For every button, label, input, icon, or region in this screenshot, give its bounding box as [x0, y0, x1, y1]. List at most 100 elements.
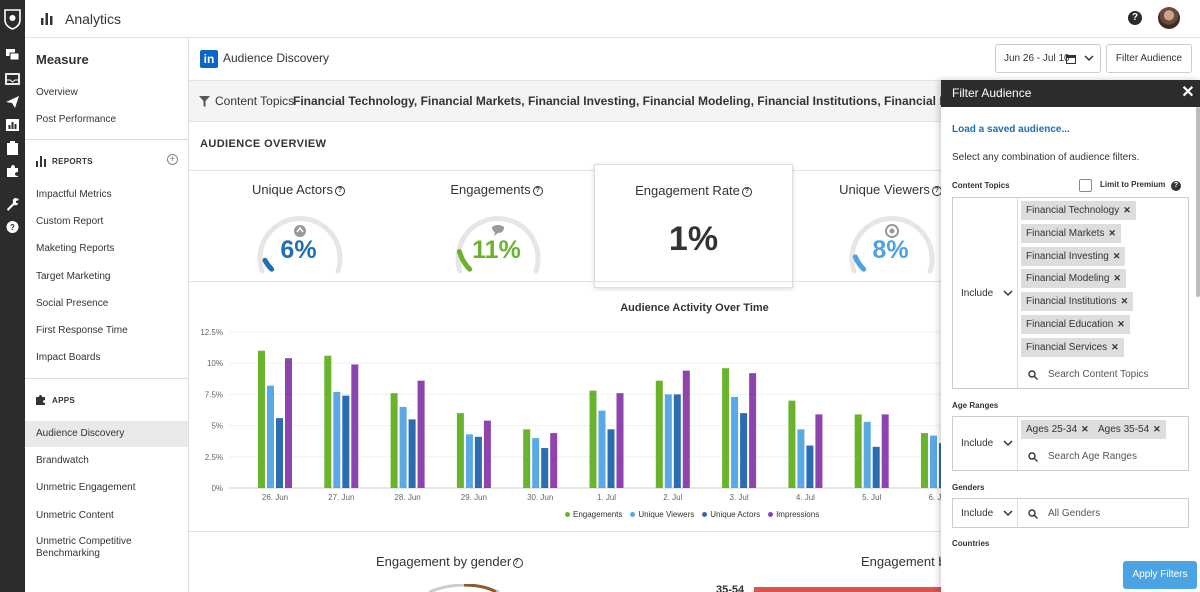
add-report-icon[interactable]: + — [167, 154, 178, 165]
remove-icon[interactable]: ✕ — [1117, 319, 1125, 329]
topic-chip[interactable]: Financial Markets ✕ — [1021, 224, 1121, 243]
topic-chip[interactable]: Financial Technology ✕ — [1021, 201, 1136, 220]
bar[interactable] — [598, 410, 606, 488]
analytics-icon[interactable] — [5, 118, 20, 132]
filter-audience-button[interactable]: Filter Audience — [1106, 44, 1192, 73]
bar[interactable] — [483, 420, 491, 488]
sidebar-item-first-response-time[interactable]: First Response Time — [36, 325, 128, 336]
include-select[interactable]: Include — [953, 198, 1018, 388]
question-icon[interactable]: ? — [334, 185, 345, 196]
genders-search[interactable]: All Genders — [1028, 508, 1100, 519]
remove-icon[interactable]: ✕ — [1108, 228, 1116, 238]
remove-icon[interactable]: ✕ — [1081, 424, 1089, 434]
bar[interactable] — [863, 421, 871, 488]
user-avatar[interactable] — [1158, 7, 1180, 29]
help-icon[interactable]: ? — [1128, 11, 1142, 25]
legend-item[interactable]: Impressions — [768, 510, 819, 519]
close-icon[interactable]: ✕ — [1181, 84, 1195, 101]
sidebar-item-custom-report[interactable]: Custom Report — [36, 216, 104, 227]
sidebar-item-impactful-metrics[interactable]: Impactful Metrics — [36, 189, 112, 200]
include-select[interactable]: Include — [953, 417, 1018, 470]
bar[interactable] — [456, 413, 464, 488]
bar[interactable] — [324, 355, 332, 488]
age-chip[interactable]: Ages 25-34 ✕ — [1021, 420, 1094, 439]
sidebar-item-overview[interactable]: Overview — [36, 87, 78, 98]
bar[interactable] — [532, 438, 540, 488]
date-range-picker[interactable]: Jun 26 - Jul 10 — [995, 44, 1101, 73]
bar[interactable] — [731, 396, 739, 488]
bar[interactable] — [523, 429, 531, 488]
bar[interactable] — [408, 419, 416, 488]
topic-chip[interactable]: Financial Investing ✕ — [1021, 247, 1126, 266]
bar[interactable] — [616, 393, 624, 488]
bar[interactable] — [722, 368, 730, 488]
content-topics-search[interactable]: Search Content Topics — [1028, 369, 1148, 380]
bar[interactable] — [276, 418, 283, 488]
sidebar-item-impact-boards[interactable]: Impact Boards — [36, 352, 101, 363]
bar[interactable] — [872, 446, 880, 488]
messages-icon[interactable] — [5, 48, 20, 62]
topic-chip[interactable]: Financial Education ✕ — [1021, 315, 1130, 334]
age-ranges-search[interactable]: Search Age Ranges — [1028, 451, 1137, 462]
bar[interactable] — [258, 350, 265, 488]
bar[interactable] — [749, 373, 757, 488]
bar[interactable] — [682, 370, 690, 488]
remove-icon[interactable]: ✕ — [1113, 273, 1121, 283]
bar[interactable] — [854, 414, 862, 488]
bar[interactable] — [806, 445, 814, 488]
bar[interactable] — [351, 364, 359, 488]
topic-chip[interactable]: Financial Modeling ✕ — [1021, 269, 1126, 288]
bar[interactable] — [550, 433, 558, 488]
bar[interactable] — [465, 434, 473, 488]
legend-item[interactable]: Engagements — [565, 510, 622, 519]
topic-chip[interactable]: Financial Institutions ✕ — [1021, 292, 1134, 311]
bar[interactable] — [815, 414, 823, 488]
remove-icon[interactable]: ✕ — [1123, 205, 1131, 215]
apply-filters-button[interactable]: Apply Filters — [1123, 561, 1197, 589]
bar[interactable] — [333, 391, 341, 488]
legend-item[interactable]: Unique Viewers — [630, 510, 694, 519]
bar[interactable] — [342, 395, 350, 488]
sidebar-item-target-marketing[interactable]: Target Marketing — [36, 271, 111, 282]
bar[interactable] — [589, 390, 597, 488]
bar[interactable] — [740, 413, 748, 488]
question-icon[interactable]: ? — [1171, 181, 1181, 191]
include-select[interactable]: Include — [953, 499, 1018, 527]
bar[interactable] — [417, 380, 425, 488]
bar[interactable] — [607, 429, 615, 488]
bar[interactable] — [673, 394, 681, 488]
wrench-icon[interactable] — [5, 197, 20, 211]
remove-icon[interactable]: ✕ — [1112, 251, 1121, 261]
sidebar-item-brandwatch[interactable]: Brandwatch — [36, 455, 89, 466]
bar[interactable] — [655, 380, 663, 488]
bar[interactable] — [664, 394, 672, 488]
question-icon[interactable]: ? — [741, 186, 752, 197]
bar[interactable] — [267, 385, 274, 488]
load-saved-audience-link[interactable]: Load a saved audience... — [952, 124, 1070, 135]
bar[interactable] — [930, 435, 937, 488]
bar[interactable] — [881, 414, 889, 488]
legend-item[interactable]: Unique Actors — [702, 510, 760, 519]
age-chip[interactable]: Ages 35-54 ✕ — [1093, 420, 1166, 439]
panel-scrollbar[interactable] — [1196, 107, 1200, 297]
help-circle-icon[interactable]: ? — [5, 220, 20, 234]
sidebar-item-unmetric-content[interactable]: Unmetric Content — [36, 510, 114, 521]
sidebar-item-social-presence[interactable]: Social Presence — [36, 298, 109, 309]
sidebar-item-unmetric-competitive-benchmarking[interactable]: Unmetric Competitive Benchmarking — [36, 536, 132, 559]
sidebar-item-maketing-reports[interactable]: Maketing Reports — [36, 243, 115, 254]
bar[interactable] — [285, 358, 292, 488]
bar[interactable] — [797, 429, 805, 488]
remove-icon[interactable]: ✕ — [1120, 296, 1129, 306]
inbox-icon[interactable] — [5, 72, 20, 86]
limit-to-premium-checkbox[interactable] — [1079, 179, 1092, 192]
bar[interactable] — [788, 400, 796, 488]
topic-chip[interactable]: Financial Services ✕ — [1021, 338, 1124, 357]
sidebar-item-audience-discovery[interactable]: Audience Discovery — [25, 421, 188, 447]
bar[interactable] — [390, 393, 398, 488]
bar[interactable] — [541, 448, 549, 488]
sidebar-item-post-performance[interactable]: Post Performance — [36, 114, 117, 125]
question-icon[interactable]: ? — [532, 185, 543, 196]
question-icon[interactable]: ? — [513, 557, 524, 568]
publish-icon[interactable] — [5, 95, 20, 109]
sidebar-item-unmetric-engagement[interactable]: Unmetric Engagement — [36, 482, 136, 493]
